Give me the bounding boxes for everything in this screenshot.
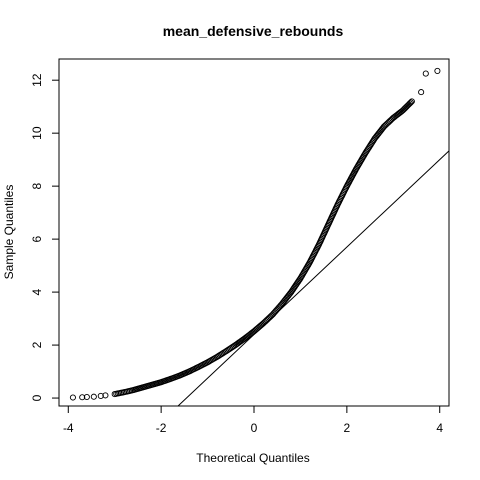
data-point [401,105,408,112]
data-points [69,67,441,401]
reference-line [177,150,450,407]
data-point [83,393,90,401]
x-tick-label: -4 [63,421,74,435]
data-point [406,100,413,107]
data-point [79,394,86,401]
data-point [403,103,410,110]
data-point [434,67,441,74]
x-tick-label: 2 [344,421,351,435]
plot-frame [58,58,450,407]
x-tick-label: -2 [156,421,167,435]
data-point [402,104,409,111]
y-tick-label: 12 [30,73,44,87]
y-tick-label: 8 [30,182,44,189]
x-tick-label: 4 [436,421,443,435]
data-point [90,393,97,400]
data-point [97,392,104,399]
data-point [400,106,407,113]
data-point [422,70,429,77]
y-axis: 0 2 4 6 8 10 12 [30,73,60,401]
y-tick-label: 10 [30,126,44,140]
data-point [408,98,415,105]
y-axis-label: Sample Quantiles [2,185,16,280]
data-point [102,392,109,399]
x-tick-label: 0 [251,421,258,435]
chart-title: mean_defensive_rebounds [163,23,344,39]
data-point [404,102,411,109]
data-point [418,89,425,96]
data-point [405,101,412,108]
y-tick-label: 2 [30,341,44,348]
x-axis-label: Theoretical Quantiles [196,451,309,465]
y-tick-label: 6 [30,235,44,242]
x-axis: -4 -2 0 2 4 [63,405,443,435]
y-tick-label: 4 [30,288,44,295]
data-point [399,107,406,114]
data-point [407,99,414,106]
y-tick-label: 0 [30,394,44,401]
data-point [69,394,76,401]
